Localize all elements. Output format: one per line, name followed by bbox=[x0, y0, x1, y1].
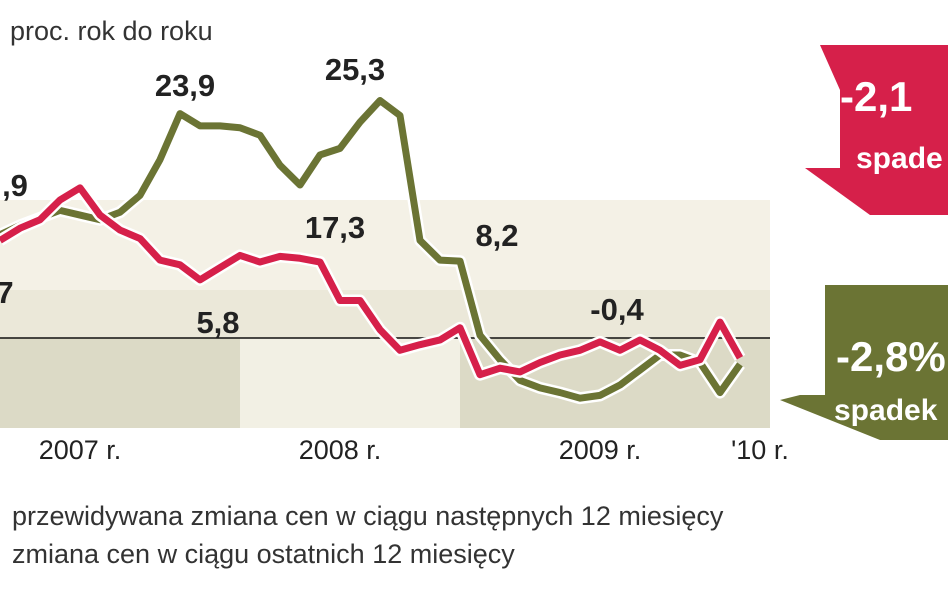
annotation: ,9 bbox=[2, 168, 28, 203]
line bbox=[0, 96, 743, 402]
x-tick-label: '10 r. bbox=[731, 435, 789, 465]
subtitle: proc. rok do roku bbox=[10, 16, 213, 46]
annotation: 17,3 bbox=[305, 210, 365, 245]
x-tick-label: 2009 r. bbox=[559, 435, 642, 465]
badge-text: spade bbox=[856, 142, 943, 175]
x-tick-label: 2008 r. bbox=[299, 435, 382, 465]
badge-text: -2,1 bbox=[840, 73, 912, 120]
badge-arrow-red bbox=[805, 45, 948, 215]
badge-text: spadek bbox=[834, 394, 938, 427]
line bbox=[0, 184, 744, 379]
legend-label: przewidywana zmiana cen w ciągu następny… bbox=[12, 501, 724, 531]
annotation: 23,9 bbox=[155, 68, 215, 103]
annotation: 7 bbox=[0, 275, 14, 310]
band bbox=[0, 200, 770, 290]
annotation: 8,2 bbox=[475, 218, 518, 253]
x-tick-label: 2007 r. bbox=[39, 435, 122, 465]
legend-label: zmiana cen w ciągu ostatnich 12 miesięcy bbox=[12, 539, 515, 569]
badge-arrow-green bbox=[780, 285, 948, 440]
band bbox=[240, 338, 460, 428]
badge-text: -2,8% bbox=[836, 333, 946, 380]
annotation: 25,3 bbox=[325, 52, 385, 87]
annotation: 5,8 bbox=[196, 305, 239, 340]
annotation: -0,4 bbox=[590, 292, 644, 327]
